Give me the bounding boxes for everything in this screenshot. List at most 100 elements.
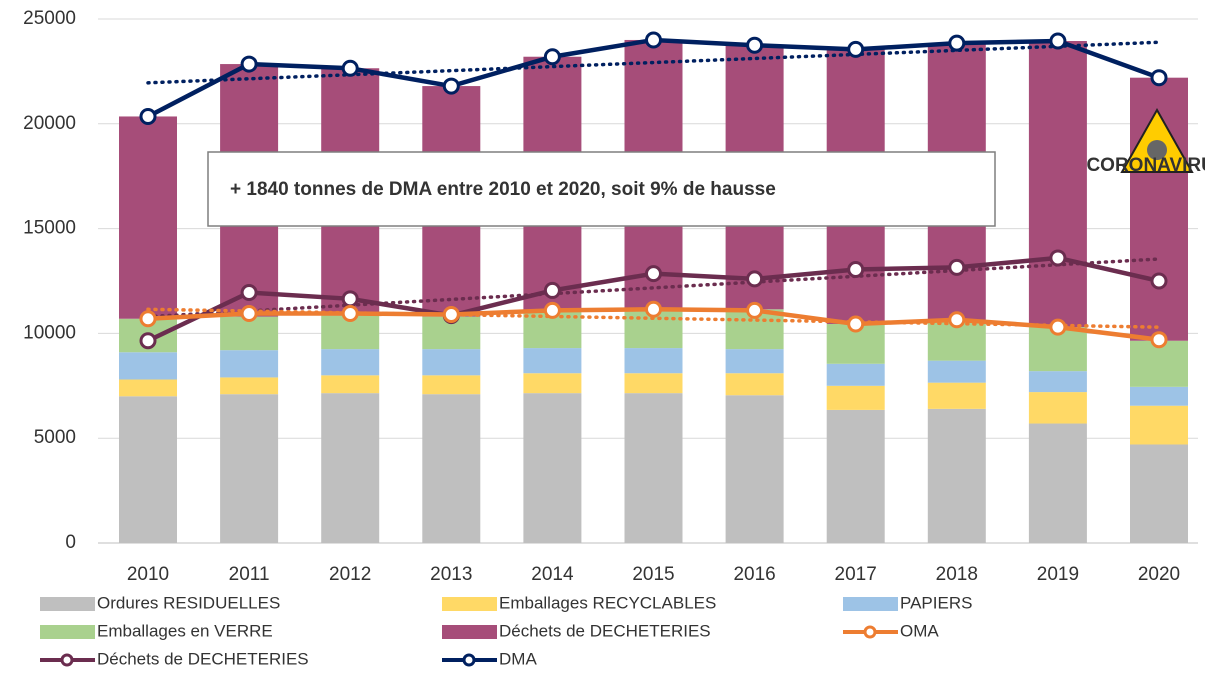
line-point xyxy=(139,107,157,125)
legend-marker xyxy=(60,653,74,667)
line-point xyxy=(645,300,662,318)
annotation: + 1840 tonnes de DMA entre 2010 et 2020,… xyxy=(230,179,776,200)
bar-segment xyxy=(523,373,582,394)
line-point xyxy=(1049,249,1067,267)
line-point xyxy=(1049,32,1067,50)
bar-segment xyxy=(321,375,380,394)
bar-segment xyxy=(220,350,279,378)
bar-segment xyxy=(119,396,177,543)
bar-segment xyxy=(321,393,380,543)
bar-segment xyxy=(725,373,784,396)
bar-segment xyxy=(1130,386,1188,406)
line-point xyxy=(543,301,561,319)
legend-swatch xyxy=(40,597,95,611)
line-point xyxy=(240,284,258,302)
bar-segment xyxy=(220,377,279,395)
bar-segment xyxy=(725,395,784,543)
line-point xyxy=(543,281,561,299)
y-tick-label: 15000 xyxy=(23,218,76,239)
line-point xyxy=(1150,272,1168,290)
line-point xyxy=(645,31,662,49)
y-tick-label: 25000 xyxy=(23,8,76,29)
annotation-box xyxy=(207,151,996,227)
bar-segment xyxy=(624,348,683,374)
line-point xyxy=(341,59,359,77)
line-point xyxy=(746,301,764,319)
trendline xyxy=(146,257,1161,319)
legend-label: Emballages en VERRE xyxy=(97,621,273,640)
bar-segment xyxy=(624,393,683,543)
legend-marker xyxy=(863,625,877,639)
bar-segment xyxy=(422,349,481,376)
line-point xyxy=(442,306,460,324)
legend-swatch xyxy=(843,597,898,611)
y-tick-label: 5000 xyxy=(34,427,76,448)
line-point xyxy=(240,304,258,322)
bar-segment xyxy=(1028,423,1087,543)
bar-segment xyxy=(523,393,582,543)
bar-segment xyxy=(826,385,885,410)
line-point xyxy=(139,332,157,350)
bar-segment xyxy=(422,394,481,543)
line-point xyxy=(139,310,157,328)
y-tick-label: 10000 xyxy=(23,322,76,343)
line-point xyxy=(240,55,258,73)
trendline xyxy=(146,40,1161,85)
bar-segment xyxy=(523,348,582,374)
bar-segment xyxy=(220,316,279,351)
y-tick-label: 0 xyxy=(65,532,76,553)
bar-segment xyxy=(927,382,986,409)
x-tick-label: 2012 xyxy=(329,564,371,585)
legend-swatch xyxy=(40,625,95,639)
line-point xyxy=(645,265,662,283)
icon-label: CORONAVIRUS xyxy=(1086,155,1205,176)
icon-virus xyxy=(1147,140,1167,160)
legend-label: Déchets de DECHETERIES xyxy=(499,621,711,640)
x-tick-label: 2010 xyxy=(127,564,169,585)
bar-segment xyxy=(119,352,177,380)
line-point xyxy=(847,260,865,278)
bar-segment xyxy=(1028,41,1087,328)
bar-segment xyxy=(826,363,885,386)
x-tick-label: 2011 xyxy=(229,564,270,585)
line-point xyxy=(1150,331,1168,349)
x-tick-label: 2020 xyxy=(1138,564,1180,585)
legend-swatch xyxy=(442,597,497,611)
bar-segment xyxy=(927,360,986,383)
line-point xyxy=(746,36,764,54)
x-tick-label: 2017 xyxy=(835,564,877,585)
line-point xyxy=(442,77,460,95)
legend-label: DMA xyxy=(499,649,537,668)
legend-label: Emballages RECYCLABLES xyxy=(499,593,716,612)
line-point xyxy=(543,48,561,66)
x-tick-label: 2018 xyxy=(936,564,978,585)
line-point xyxy=(948,258,966,276)
bar-segment xyxy=(220,394,279,543)
line-point xyxy=(341,290,359,308)
legend-label: OMA xyxy=(900,621,939,640)
line-point xyxy=(847,315,865,333)
x-tick-label: 2019 xyxy=(1037,564,1079,585)
bar-segment xyxy=(725,349,784,374)
legend-marker xyxy=(462,653,476,667)
line-point xyxy=(746,270,764,288)
bar-segment xyxy=(1130,444,1188,543)
bar-segment xyxy=(1028,371,1087,393)
line-point xyxy=(948,34,966,52)
x-tick-label: 2013 xyxy=(430,564,472,585)
bar-segment xyxy=(624,373,683,394)
legend-label: Déchets de DECHETERIES xyxy=(97,649,309,668)
y-tick-label: 20000 xyxy=(23,113,76,134)
line-point xyxy=(1049,318,1067,336)
bar-segment xyxy=(119,379,177,397)
line-point xyxy=(341,304,359,322)
bar-segment xyxy=(422,375,481,395)
x-tick-label: 2016 xyxy=(733,564,775,585)
x-tick-label: 2014 xyxy=(531,564,574,585)
x-tick-label: 2015 xyxy=(632,564,674,585)
corona-icon: CORONAVIRUS xyxy=(1086,107,1205,176)
line-point xyxy=(847,40,865,58)
line-point xyxy=(948,311,966,329)
legend-label: PAPIERS xyxy=(900,593,972,612)
